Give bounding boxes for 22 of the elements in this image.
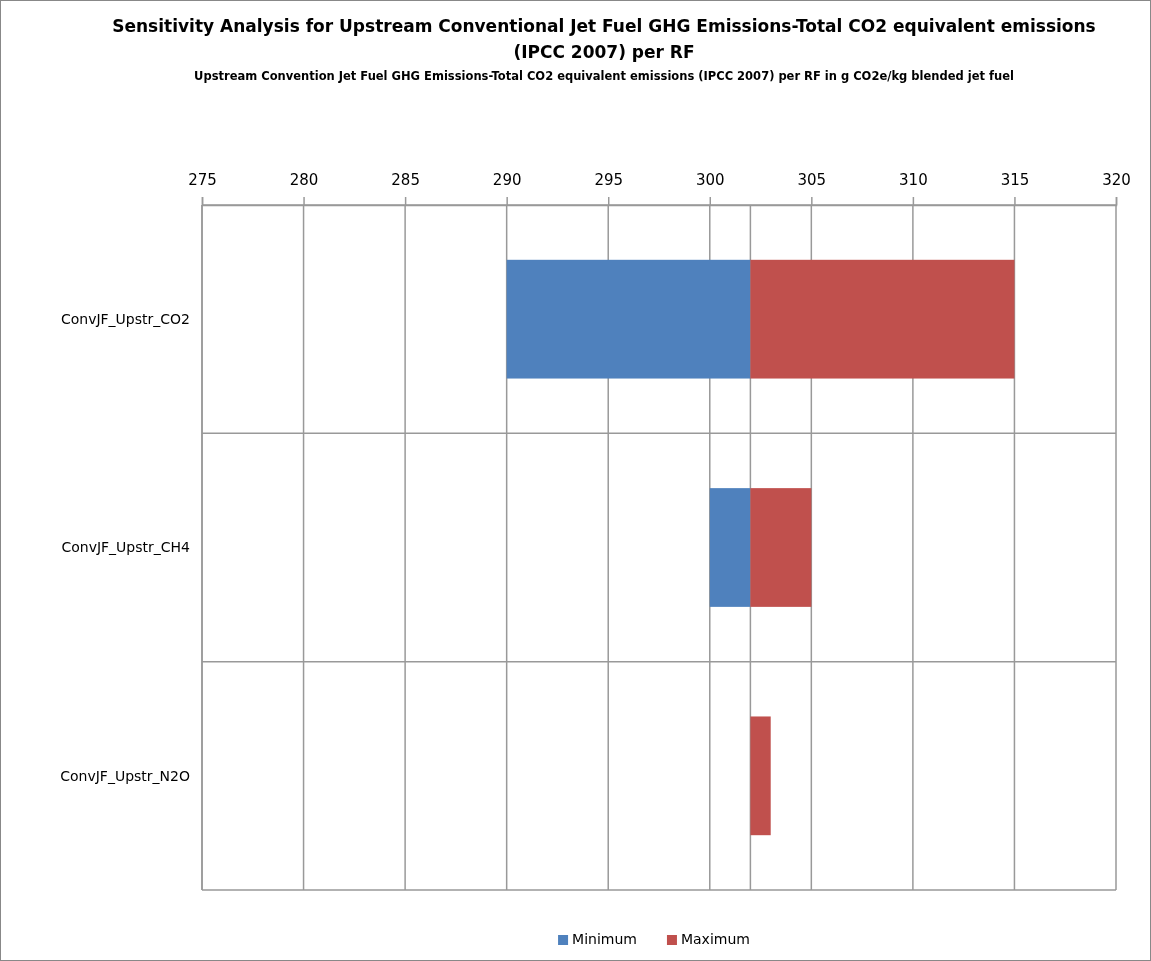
x-tick-label: 285 <box>391 171 420 189</box>
bar <box>750 259 1015 379</box>
x-tick-label: 275 <box>188 171 217 189</box>
bar <box>506 259 751 379</box>
bar <box>750 716 771 836</box>
y-tick-label: ConvJF_Upstr_CH4 <box>61 539 191 556</box>
legend-label: Minimum <box>572 931 637 947</box>
x-tick-label: 280 <box>289 171 319 189</box>
bar <box>750 488 812 607</box>
x-tick-label: 295 <box>594 171 624 189</box>
y-tick-label: ConvJF_Upstr_CO2 <box>60 311 190 328</box>
chart-title: Sensitivity Analysis for Upstream Conventional Jet Fuel GHG Emissions-Total CO2 equivalent emissions (IPCC 2007) per RF <box>112 16 1096 62</box>
x-tick-label: 305 <box>797 171 827 189</box>
x-tick-label: 290 <box>492 171 522 189</box>
chart-subtitle: Upstream Convention Jet Fuel GHG Emissions-Total CO2 equivalent emissions (IPCC 2007) per RF in g CO2e/kg blended jet fuel <box>194 69 1014 83</box>
legend-label: Maximum <box>680 931 750 947</box>
x-tick-label: 300 <box>695 171 725 189</box>
bar <box>709 488 751 607</box>
x-tick-label: 320 <box>1102 171 1131 189</box>
x-tick-label: 310 <box>899 171 928 189</box>
x-tick-label: 315 <box>1000 171 1030 189</box>
y-tick-label: ConvJF_Upstr_N2O <box>60 767 190 784</box>
